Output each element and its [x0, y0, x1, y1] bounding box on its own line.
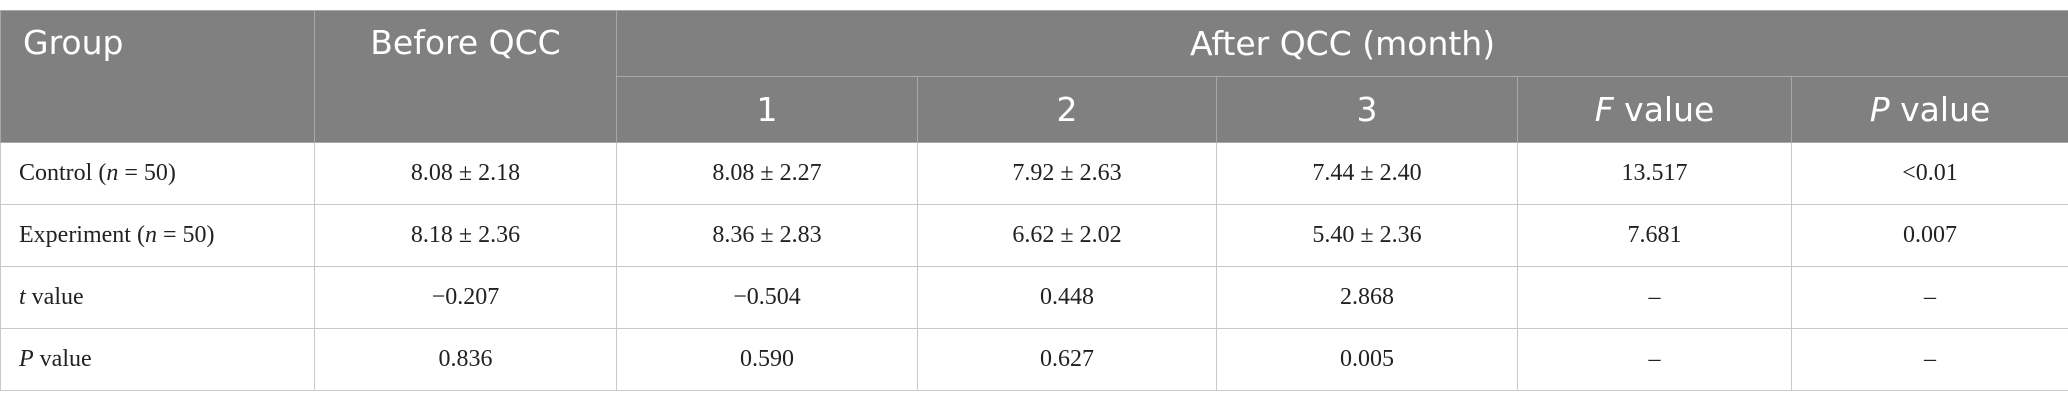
table-body: Control (n = 50) 8.08 ± 2.18 8.08 ± 2.27 7.… — [0, 142, 2068, 391]
text: value — [25, 284, 84, 310]
row-label: t value — [0, 266, 315, 329]
text: = 50) — [118, 160, 176, 186]
table-cell: 13.517 — [1517, 142, 1792, 205]
header-cell: 3 — [1216, 76, 1518, 143]
italic-text: n — [144, 222, 157, 248]
table-cell: 8.18 ± 2.36 — [314, 204, 617, 267]
italic-text: P — [1869, 90, 1890, 129]
table-cell: – — [1790, 266, 2068, 329]
table-cell: – — [1517, 266, 1792, 329]
header-cell: F value — [1517, 76, 1792, 143]
table-cell: 0.836 — [314, 328, 617, 391]
italic-text: P — [19, 346, 34, 372]
row-label: P value — [0, 328, 315, 391]
table-cell: 0.627 — [917, 328, 1217, 391]
table-cell: 0.448 — [917, 266, 1217, 329]
table-cell: 8.08 ± 2.18 — [314, 142, 617, 205]
header-cell: After QCC (month) — [615, 10, 2068, 77]
table-cell: −0.504 — [616, 266, 918, 329]
row-label: Experiment (n = 50) — [0, 204, 315, 267]
table-cell: 2.868 — [1216, 266, 1518, 329]
table-row: P value 0.836 0.590 0.627 0.005– – — [0, 328, 2068, 391]
table-row: Experiment (n = 50) 8.18 ± 2.36 8.36 ± 2.8… — [0, 204, 2068, 267]
text: value — [33, 346, 92, 372]
table-cell: 0.005 — [1216, 328, 1518, 391]
table-cell: 7.92 ± 2.63 — [917, 142, 1217, 205]
header-cell: Before QCC — [314, 10, 617, 143]
table-cell: 5.40 ± 2.36 — [1216, 204, 1518, 267]
header-row: Group Before QCC After QCC (month) — [0, 10, 2068, 143]
table-cell: 8.08 ± 2.27 — [616, 142, 918, 205]
table-cell: 0.007 — [1790, 204, 2068, 267]
table-cell: 7.681 — [1517, 204, 1792, 267]
table-row: Control (n = 50) 8.08 ± 2.18 8.08 ± 2.27 7.… — [0, 142, 2068, 205]
table-cell: 7.44 ± 2.40 — [1216, 142, 1518, 205]
text: Control ( — [19, 160, 107, 186]
table-row: t value −0.207 −0.504 0.448 2.868– – — [0, 266, 2068, 329]
header-cell: 2 — [917, 76, 1217, 143]
table-cell: 0.590 — [616, 328, 918, 391]
text: = 50) — [156, 222, 215, 248]
text: value — [1889, 90, 1991, 129]
table-cell: – — [1517, 328, 1792, 391]
row-label: Control (n = 50) — [0, 142, 315, 205]
table-cell: <0.01 — [1790, 142, 2068, 205]
header-cell: P value — [1790, 76, 2068, 143]
text: Experiment ( — [19, 222, 145, 248]
italic-text: F — [1594, 90, 1614, 129]
table-cell: 6.62 ± 2.02 — [917, 204, 1217, 267]
header-cell: 1 — [616, 76, 918, 143]
header-cell: Group — [0, 10, 315, 143]
text: value — [1613, 90, 1715, 129]
italic-text: n — [106, 160, 119, 186]
italic-text: t — [19, 284, 26, 310]
table-cell: −0.207 — [314, 266, 617, 329]
table-cell: – — [1790, 328, 2068, 391]
table-cell: 8.36 ± 2.83 — [616, 204, 918, 267]
